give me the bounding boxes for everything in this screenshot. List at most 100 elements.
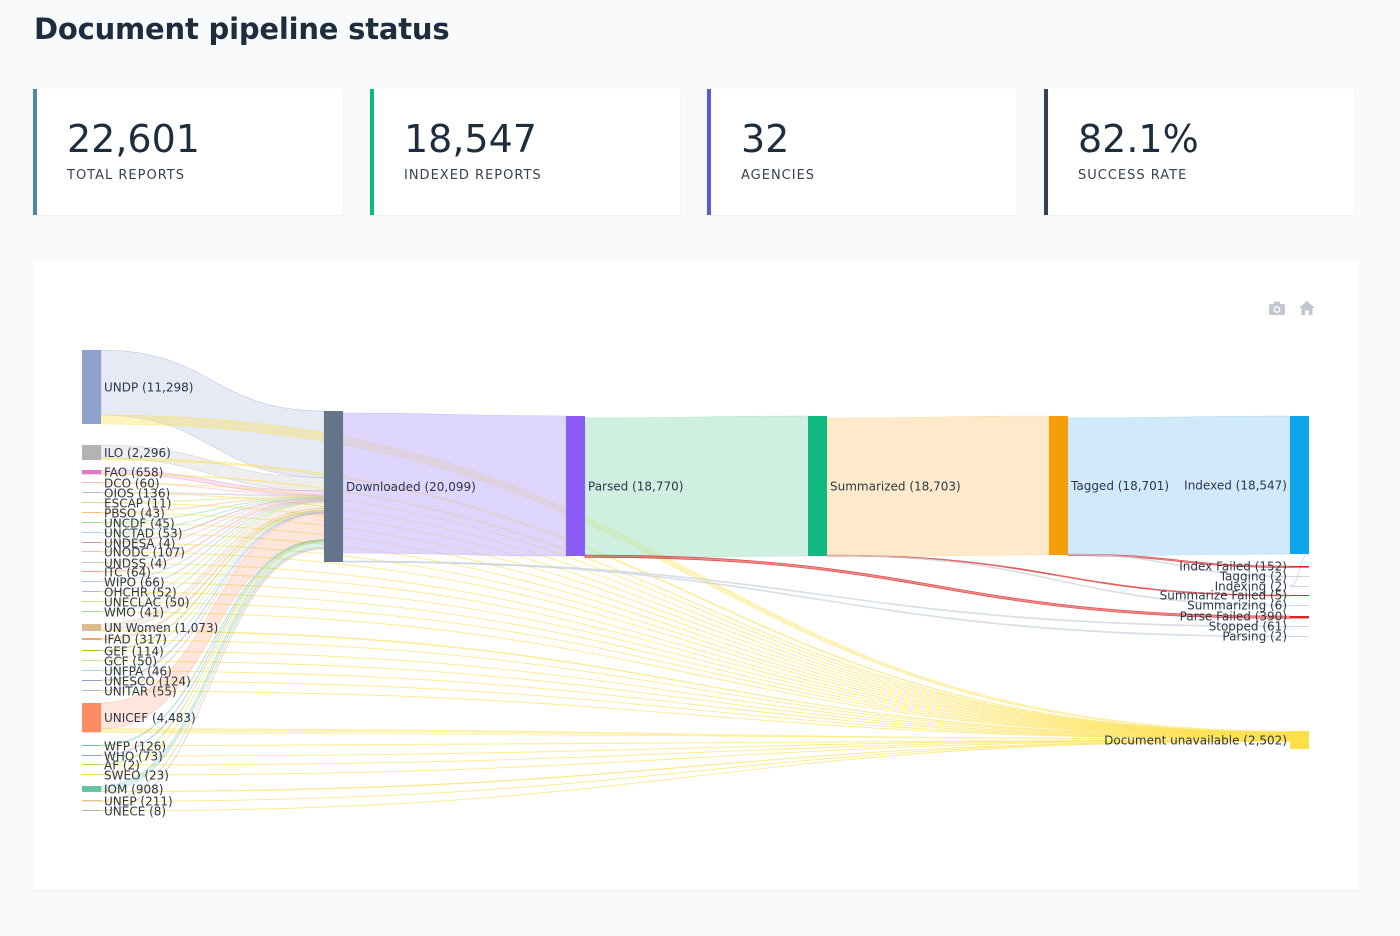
- link-indexed-indexing: [1289, 552, 1310, 588]
- node-parsing: [1290, 636, 1309, 637]
- node-indexed: [1290, 416, 1309, 554]
- label-unctad: UNCTAD (53): [104, 527, 182, 541]
- node-unicef: [82, 703, 101, 733]
- sankey-chart: UNDP (11,298) ILO (2,296) FAO (658)DCO (60…: [82, 349, 1310, 819]
- label-wipo: WIPO (66): [104, 576, 165, 590]
- node-parse-failed: [1290, 616, 1309, 619]
- node-wipo: [82, 581, 101, 582]
- label-unicef: UNICEF (4,483): [104, 711, 196, 725]
- label-summarizing: Summarizing (6): [1187, 599, 1287, 613]
- link-undesa-unavailable: [100, 542, 1291, 736]
- label-uncdf: UNCDF (45): [104, 517, 175, 531]
- label-un-women: UN Women (1,073): [104, 621, 218, 635]
- kpi-card-agencies: 32 AGENCIES: [707, 89, 1017, 215]
- label-indexing: Indexing (2): [1215, 580, 1287, 594]
- node-un-women: [82, 624, 101, 632]
- node-tagged: [1049, 416, 1068, 555]
- node-unesco: [82, 680, 101, 681]
- kpi-value: 82.1%: [1078, 117, 1199, 161]
- camera-icon[interactable]: [1268, 300, 1286, 316]
- label-index-failed: Index Failed (152): [1179, 560, 1287, 574]
- node-summarizing: [1290, 605, 1309, 606]
- node-tagging: [1290, 576, 1309, 577]
- kpi-label: INDEXED REPORTS: [404, 168, 542, 183]
- node-iom: [82, 786, 101, 792]
- node-unctad: [82, 532, 101, 533]
- label-stopped: Stopped (61): [1209, 620, 1287, 634]
- node-fao: [82, 470, 101, 475]
- label-ifad: IFAD (317): [104, 633, 167, 647]
- kpi-value: 18,547: [404, 117, 537, 161]
- label-tagging: Tagging (2): [1219, 570, 1287, 584]
- sankey-chart-card: UNDP (11,298) ILO (2,296) FAO (658) DCO (60…: [34, 262, 1358, 890]
- node-unep: [82, 800, 101, 802]
- node-ifad: [82, 638, 101, 641]
- label-summarized: Summarized (18,703): [830, 480, 961, 494]
- label-escap: ESCAP (11): [104, 497, 171, 511]
- kpi-card-success-rate: 82.1% SUCCESS RATE: [1044, 89, 1354, 215]
- label-who: WHO (73): [104, 750, 163, 764]
- node-unodc: [82, 551, 101, 552]
- label-sweo: SWEO (23): [104, 769, 169, 783]
- node-undp: [82, 350, 101, 424]
- page-title: Document pipeline status: [34, 12, 450, 46]
- kpi-label: AGENCIES: [741, 168, 816, 183]
- node-summarize-failed: [1290, 595, 1309, 596]
- link-wmo-unavailable: [100, 611, 1291, 738]
- node-wfp: [82, 745, 101, 746]
- label-dco: DCO (60): [104, 477, 160, 491]
- node-index-failed: [1290, 566, 1309, 568]
- node-ohchr: [82, 591, 101, 592]
- label-wmo: WMO (41): [104, 606, 164, 620]
- label-oios: OIOS (136): [104, 487, 170, 501]
- node-dco: [82, 482, 101, 483]
- label-ilo: ILO (2,296): [104, 446, 171, 460]
- label-ohchr: OHCHR (52): [104, 586, 177, 600]
- node-stopped: [1290, 626, 1309, 627]
- link-wipo-unavailable: [100, 581, 1291, 737]
- sankey-links: [100, 349, 1310, 812]
- link-unep-unavailable: [100, 740, 1291, 802]
- node-unfpa: [82, 670, 101, 671]
- node-undss: [82, 562, 101, 563]
- kpi-card-indexed-reports: 18,547 INDEXED REPORTS: [370, 89, 680, 215]
- node-oios: [82, 492, 101, 493]
- label-unep: UNEP (211): [104, 795, 173, 809]
- node-parsed: [566, 416, 585, 556]
- node-unitar: [82, 690, 101, 691]
- node-itc: [82, 571, 101, 572]
- node-uneclac: [82, 601, 101, 602]
- label-unfpa: UNFPA (46): [104, 665, 172, 679]
- kpi-value: 32: [741, 117, 790, 161]
- node-gcf: [82, 660, 101, 661]
- node-summarized: [808, 416, 827, 556]
- node-unece: [82, 810, 101, 811]
- node-wmo: [82, 611, 101, 612]
- node-uncdf: [82, 522, 101, 523]
- label-iom: IOM (908): [104, 782, 163, 796]
- label-parsed: Parsed (18,770): [588, 480, 683, 494]
- node-downloaded: [324, 411, 343, 562]
- link-downloaded-parsing: [342, 560, 1291, 638]
- node-af: [82, 764, 101, 765]
- label-undss: UNDSS (4): [104, 557, 167, 571]
- label-parsing: Parsing (2): [1222, 630, 1287, 644]
- node-indexing: [1290, 586, 1309, 587]
- label-unitar: UNITAR (55): [104, 685, 177, 699]
- label-itc: ITC (64): [104, 566, 151, 580]
- kpi-value: 22,601: [67, 117, 200, 161]
- label-tagged: Tagged (18,701): [1070, 479, 1169, 493]
- kpi-label: TOTAL REPORTS: [67, 168, 185, 183]
- label-unodc: UNODC (107): [104, 546, 185, 560]
- kpi-label: SUCCESS RATE: [1078, 168, 1188, 183]
- home-icon[interactable]: [1298, 300, 1316, 316]
- sankey-nodes: [82, 350, 1309, 811]
- node-who: [82, 755, 101, 756]
- label-unece: UNECE (8): [104, 805, 166, 819]
- sankey-labels: UNDP (11,298) ILO (2,296) FAO (658)DCO (60…: [104, 381, 1287, 819]
- label-unesco: UNESCO (124): [104, 675, 191, 689]
- label-undp: UNDP (11,298): [104, 381, 193, 395]
- node-sweo: [82, 774, 101, 775]
- label-af: AF (2): [104, 759, 140, 773]
- label-document-unavailable: Document unavailable (2,502): [1104, 734, 1287, 748]
